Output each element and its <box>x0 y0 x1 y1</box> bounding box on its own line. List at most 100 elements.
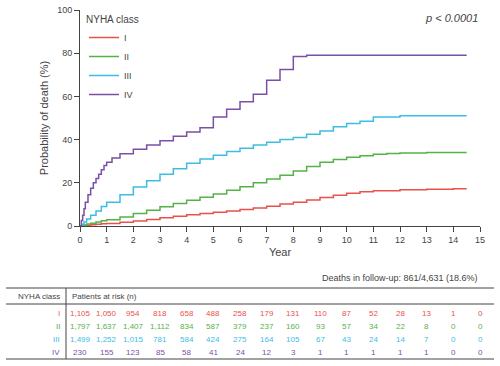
svg-text:Year: Year <box>269 246 292 258</box>
svg-text:237: 237 <box>260 322 274 331</box>
svg-text:1,252: 1,252 <box>96 335 117 344</box>
svg-text:1,112: 1,112 <box>150 322 170 331</box>
svg-text:67: 67 <box>316 335 325 344</box>
svg-text:0: 0 <box>77 235 82 245</box>
svg-text:12: 12 <box>395 235 405 245</box>
svg-text:131: 131 <box>286 309 300 318</box>
svg-text:Deaths in follow-up: 861/4,631: Deaths in follow-up: 861/4,631 (18.6%) <box>322 273 478 283</box>
svg-text:2: 2 <box>131 235 136 245</box>
svg-text:1,105: 1,105 <box>70 309 91 318</box>
svg-text:5: 5 <box>211 235 216 245</box>
svg-text:I: I <box>58 309 60 318</box>
svg-text:8: 8 <box>291 235 296 245</box>
svg-text:0: 0 <box>67 221 72 231</box>
svg-text:p < 0.0001: p < 0.0001 <box>425 12 478 24</box>
svg-text:58: 58 <box>182 348 191 357</box>
svg-text:1,637: 1,637 <box>96 322 117 331</box>
svg-text:1: 1 <box>104 235 109 245</box>
svg-text:1: 1 <box>398 348 403 357</box>
svg-text:587: 587 <box>206 322 220 331</box>
svg-text:1: 1 <box>318 348 323 357</box>
svg-text:43: 43 <box>342 335 351 344</box>
svg-text:57: 57 <box>342 322 351 331</box>
svg-text:87: 87 <box>342 309 351 318</box>
svg-text:3: 3 <box>291 348 296 357</box>
svg-text:11: 11 <box>369 235 378 245</box>
svg-text:I: I <box>124 33 127 43</box>
svg-text:IV: IV <box>52 348 60 357</box>
svg-text:164: 164 <box>260 335 274 344</box>
svg-text:8: 8 <box>424 322 429 331</box>
svg-text:1: 1 <box>424 348 429 357</box>
svg-text:0: 0 <box>478 335 483 344</box>
svg-text:24: 24 <box>236 348 245 357</box>
svg-text:275: 275 <box>233 335 247 344</box>
svg-text:230: 230 <box>73 348 87 357</box>
svg-text:12: 12 <box>262 348 271 357</box>
svg-text:7: 7 <box>424 335 429 344</box>
svg-text:658: 658 <box>180 309 194 318</box>
svg-text:III: III <box>124 71 132 81</box>
svg-text:258: 258 <box>233 309 247 318</box>
svg-text:155: 155 <box>100 348 114 357</box>
svg-text:110: 110 <box>314 309 327 318</box>
svg-text:0: 0 <box>478 348 483 357</box>
svg-text:Probability of death (%): Probability of death (%) <box>38 61 50 175</box>
svg-text:NYHA class: NYHA class <box>86 14 139 25</box>
svg-text:93: 93 <box>316 322 325 331</box>
svg-text:0: 0 <box>451 348 456 357</box>
svg-text:13: 13 <box>422 309 431 318</box>
svg-text:781: 781 <box>153 335 167 344</box>
svg-text:0: 0 <box>451 322 456 331</box>
svg-text:III: III <box>53 335 60 344</box>
svg-text:20: 20 <box>62 178 72 188</box>
svg-text:52: 52 <box>369 309 378 318</box>
svg-text:15: 15 <box>475 235 485 245</box>
svg-text:II: II <box>124 52 129 62</box>
svg-text:0: 0 <box>478 309 483 318</box>
svg-text:9: 9 <box>317 235 322 245</box>
svg-text:IV: IV <box>124 90 133 100</box>
svg-text:105: 105 <box>286 335 300 344</box>
svg-text:24: 24 <box>369 335 378 344</box>
svg-text:1,797: 1,797 <box>70 322 91 331</box>
svg-text:424: 424 <box>206 335 220 344</box>
svg-text:85: 85 <box>156 348 165 357</box>
svg-text:1,499: 1,499 <box>70 335 91 344</box>
svg-text:818: 818 <box>153 309 167 318</box>
svg-text:1,050: 1,050 <box>96 309 117 318</box>
svg-text:Patients at risk (n): Patients at risk (n) <box>72 292 137 301</box>
svg-text:7: 7 <box>264 235 269 245</box>
svg-text:4: 4 <box>184 235 189 245</box>
svg-text:488: 488 <box>206 309 220 318</box>
svg-text:1: 1 <box>371 348 376 357</box>
svg-text:28: 28 <box>396 309 405 318</box>
svg-text:II: II <box>56 322 60 331</box>
svg-text:NYHA class: NYHA class <box>18 292 60 301</box>
svg-text:34: 34 <box>369 322 378 331</box>
svg-text:160: 160 <box>286 322 300 331</box>
svg-text:14: 14 <box>396 335 405 344</box>
svg-text:6: 6 <box>237 235 242 245</box>
svg-text:1,407: 1,407 <box>123 322 144 331</box>
svg-text:379: 379 <box>233 322 247 331</box>
svg-text:954: 954 <box>126 309 140 318</box>
svg-text:3: 3 <box>157 235 162 245</box>
svg-text:10: 10 <box>342 235 352 245</box>
svg-text:100: 100 <box>57 5 72 15</box>
svg-text:1: 1 <box>451 309 456 318</box>
svg-text:22: 22 <box>396 322 405 331</box>
svg-text:80: 80 <box>62 48 72 58</box>
svg-text:0: 0 <box>478 322 483 331</box>
svg-text:123: 123 <box>126 348 140 357</box>
svg-text:0: 0 <box>451 335 456 344</box>
svg-text:40: 40 <box>62 135 72 145</box>
svg-text:1: 1 <box>344 348 349 357</box>
svg-text:60: 60 <box>62 92 72 102</box>
svg-text:41: 41 <box>209 348 218 357</box>
svg-text:179: 179 <box>260 309 274 318</box>
svg-text:13: 13 <box>422 235 432 245</box>
svg-text:834: 834 <box>180 322 194 331</box>
svg-text:1,015: 1,015 <box>123 335 144 344</box>
svg-text:14: 14 <box>448 235 458 245</box>
